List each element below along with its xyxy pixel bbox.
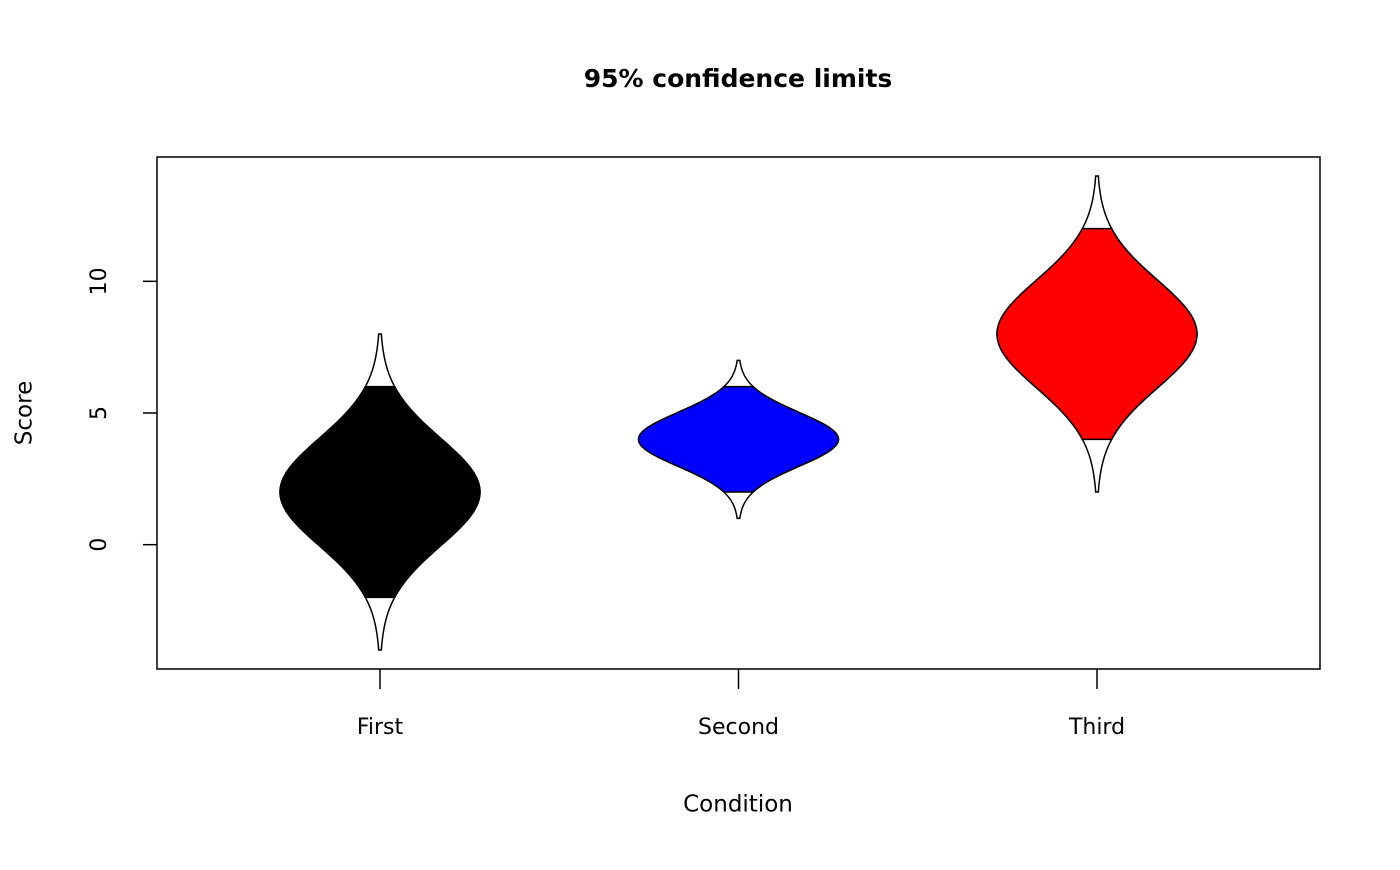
y-tick-label: 0 <box>87 538 112 552</box>
confidence-region <box>996 227 1198 441</box>
x-tick-label: Third <box>1068 715 1125 740</box>
confidence-region <box>279 385 481 599</box>
y-tick-label: 5 <box>87 406 112 420</box>
confidence-region <box>637 385 840 493</box>
y-axis-label: Score <box>12 381 38 445</box>
plot-frame <box>156 156 1321 670</box>
x-tick-label: First <box>357 715 404 740</box>
x-tick-label: Second <box>698 715 779 740</box>
x-axis-label: Condition <box>683 792 793 818</box>
y-tick-label: 10 <box>87 267 112 295</box>
chart-title: 95% confidence limits <box>584 64 893 93</box>
